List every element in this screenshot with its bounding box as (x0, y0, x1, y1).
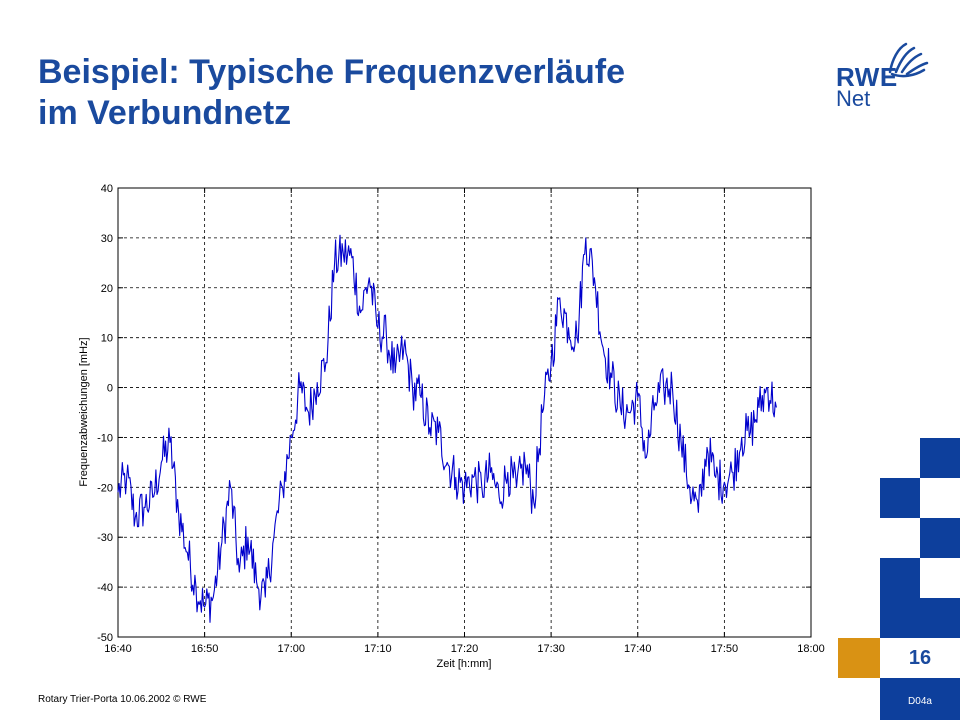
series-line (118, 235, 776, 622)
x-tick-label: 16:50 (191, 643, 219, 655)
y-tick-label: -30 (97, 532, 113, 544)
accent-square (838, 638, 880, 678)
deco-square (880, 598, 960, 638)
x-axis-label: Zeit [h:mm] (436, 658, 491, 670)
x-tick-label: 17:00 (277, 643, 305, 655)
chart-grid (118, 188, 811, 637)
y-tick-label: 30 (101, 233, 113, 245)
y-tick-label: 0 (107, 383, 113, 395)
frequency-chart: 16:40 16:50 17:00 17:10 17:20 17:30 17:40 17:50… (0, 0, 960, 720)
y-tick-label: 40 (101, 183, 113, 195)
y-tick-label: 20 (101, 283, 113, 295)
deco-square (880, 558, 920, 598)
x-tick-label: 17:10 (364, 643, 392, 655)
slide-id: D04a (880, 696, 960, 707)
y-tick-label: -10 (97, 432, 113, 444)
x-tick-label: 18:00 (797, 643, 825, 655)
y-tick-label: -20 (97, 482, 113, 494)
deco-square (920, 518, 960, 558)
page-number: 16 (880, 638, 960, 678)
footer-text: Rotary Trier-Porta 10.06.2002 © RWE (38, 694, 206, 705)
deco-square (920, 438, 960, 478)
x-tick-label: 17:50 (711, 643, 739, 655)
y-tick-label: -50 (97, 632, 113, 644)
y-tick-label: 10 (101, 333, 113, 345)
x-tick-label: 17:20 (451, 643, 479, 655)
x-tick-label: 16:40 (104, 643, 132, 655)
y-tick-label: -40 (97, 582, 113, 594)
x-tick-label: 17:40 (624, 643, 652, 655)
chart-tick-labels: 16:40 16:50 17:00 17:10 17:20 17:30 17:40 17:50… (97, 183, 825, 655)
x-tick-label: 17:30 (537, 643, 565, 655)
deco-square (880, 478, 920, 518)
y-axis-label: Frequenzabweichungen [mHz] (78, 337, 90, 486)
